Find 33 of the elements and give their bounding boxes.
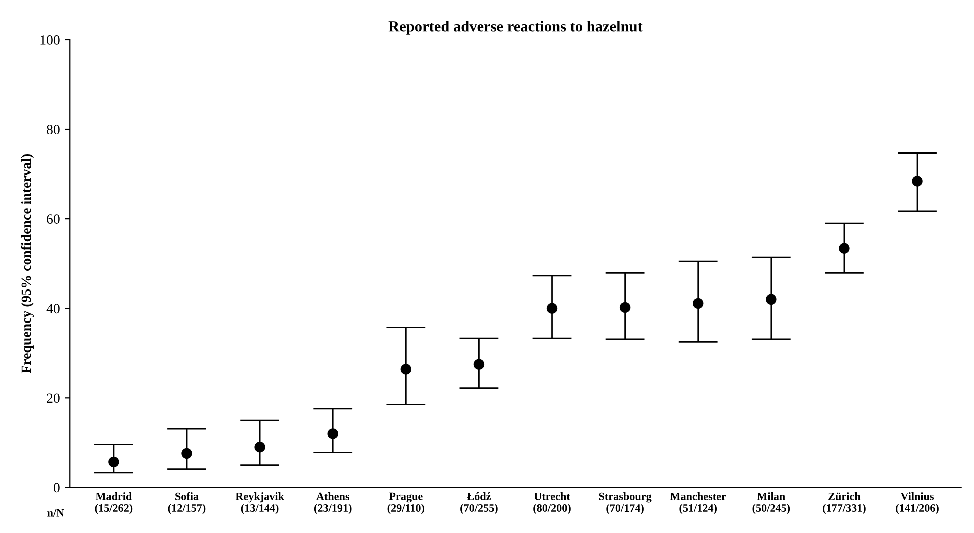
text: n/N: [48, 509, 64, 517]
y-tick-label: 20: [47, 394, 60, 404]
y-tick-label: 0: [54, 483, 60, 493]
x-tick-label: Madrid (15/262): [95, 492, 133, 514]
x-tick-label: Sofia (12/157): [168, 492, 206, 514]
point: [620, 302, 631, 314]
point: [839, 243, 850, 254]
x-tick-label: Athens (23/191): [314, 492, 352, 514]
y-tick-label: 80: [47, 125, 60, 134]
x-tick-label: Reykjavik (13/144): [236, 492, 284, 514]
x-tick-label: Utrecht (80/200): [534, 492, 571, 514]
point: [474, 359, 485, 370]
y-tick-label: 60: [47, 214, 60, 224]
x-tick-label: Vilnius (141/206): [896, 492, 939, 514]
x-tick-label: Zürich (177/331): [823, 492, 866, 514]
x-tick-label: Milan (50/245): [752, 492, 790, 514]
x-tick-label: Manchester (51/124): [670, 492, 726, 514]
y-tick-label: 100: [40, 36, 60, 45]
chart-title: Reported adverse reactions to hazelnut: [388, 21, 643, 35]
point: [912, 176, 923, 187]
x-tick-label: Strasbourg (70/174): [599, 492, 652, 514]
point: [766, 294, 777, 306]
point: [693, 298, 704, 310]
point: [328, 428, 338, 440]
point: [108, 456, 120, 468]
y-axis-title: Frequency (95% confidence interval): [21, 154, 34, 374]
x-tick-label: Łódź (70/255): [460, 492, 498, 514]
point: [400, 364, 412, 375]
y-tick-label: 40: [46, 304, 60, 314]
point: [182, 448, 192, 460]
point: [254, 442, 266, 453]
point: [546, 303, 558, 314]
x-tick-label: Prague (29/110): [388, 492, 424, 514]
